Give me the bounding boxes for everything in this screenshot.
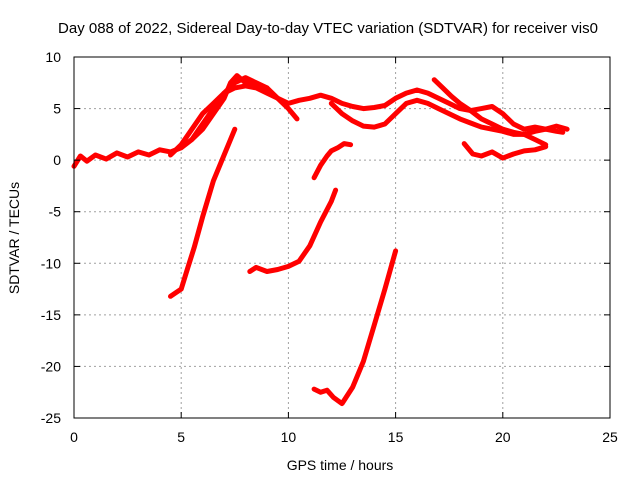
- y-tick-label: -15: [41, 307, 61, 323]
- x-tick-label: 0: [70, 429, 78, 445]
- y-tick-label: -5: [49, 204, 62, 220]
- x-tick-label: 20: [495, 429, 511, 445]
- series-line-valley-rise: [247, 187, 339, 274]
- x-axis-label: GPS time / hours: [287, 457, 394, 473]
- y-tick-label: 0: [53, 152, 61, 168]
- chart-title: Day 088 of 2022, Sidereal Day-to-day VTE…: [58, 20, 598, 37]
- y-tick-label: -10: [41, 255, 61, 271]
- series-line-mid-to-late: [168, 83, 570, 158]
- series-line-mid-arc: [311, 141, 354, 181]
- axis-ticks: [73, 56, 611, 419]
- series-group: [71, 73, 570, 407]
- x-tick-label: 15: [388, 429, 404, 445]
- tick-labels: 0 5 10 15 20 25 -25 -20 -15 -10 -5 0 5 10: [41, 49, 618, 445]
- series-line-late-low: [461, 141, 549, 161]
- x-tick-label: 10: [281, 429, 297, 445]
- x-tick-label: 25: [602, 429, 618, 445]
- series-line-steep-rise-a: [168, 126, 238, 299]
- y-tick-label: -20: [41, 358, 61, 374]
- x-tick-label: 5: [177, 429, 185, 445]
- series-line-upper-band: [189, 75, 270, 142]
- plot-frame: [73, 56, 611, 419]
- y-axis-label: SDTVAR / TECUs: [6, 182, 22, 294]
- series-line-late-high: [431, 77, 549, 148]
- y-tick-label: 10: [45, 49, 61, 65]
- y-tick-label: 5: [53, 101, 61, 117]
- y-tick-label: -25: [41, 410, 61, 426]
- series-line-deep-low: [311, 248, 399, 407]
